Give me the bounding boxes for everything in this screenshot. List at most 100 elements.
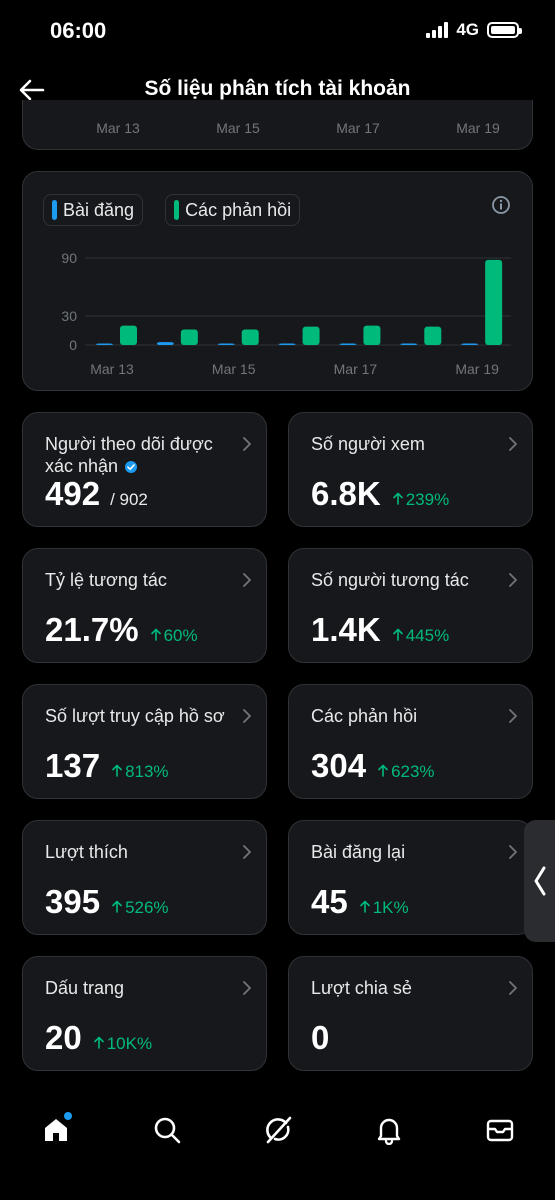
stat-value-row: 1.4K 445% (311, 611, 449, 649)
x-tick-label: Mar 17 (334, 361, 378, 377)
bar-posts[interactable] (217, 343, 235, 346)
stat-sub: / 902 (110, 490, 148, 509)
y-tick-label: 30 (61, 308, 77, 324)
stat-value: 304 (311, 747, 367, 784)
bar-replies[interactable] (363, 325, 381, 345)
chevron-right-icon (243, 573, 251, 587)
status-bar: 06:00 4G (0, 0, 555, 60)
legend-replies[interactable]: Các phản hồi (165, 194, 301, 226)
x-axis-label: Mar 19 (456, 120, 500, 136)
bar-replies[interactable] (241, 329, 259, 345)
stat-card[interactable]: Số lượt truy cập hồ sơ 137 813% (22, 684, 267, 799)
stat-value: 492 (45, 475, 101, 512)
nav-grok[interactable] (256, 1108, 300, 1152)
grok-icon (266, 1116, 292, 1144)
stat-value-row: 20 10K% (45, 1019, 152, 1057)
stat-value-row: 492 / 902 (45, 475, 148, 513)
stat-change-value: 60% (163, 626, 198, 645)
bar-replies[interactable] (424, 326, 442, 345)
bar-posts[interactable] (156, 342, 174, 345)
chevron-right-icon (509, 981, 517, 995)
side-panel-handle[interactable] (524, 820, 555, 942)
header: Số liệu phân tích tài khoản (0, 62, 555, 118)
chevron-right-icon (509, 573, 517, 587)
stat-card[interactable]: Các phản hồi 304 623% (288, 684, 533, 799)
stat-value: 6.8K (311, 475, 381, 512)
stat-label: Lượt thích (45, 841, 225, 863)
stat-label: Người theo dõi được xác nhận (45, 433, 225, 477)
stat-card[interactable]: Lượt thích 395 526% (22, 820, 267, 935)
bar-posts[interactable] (278, 343, 296, 346)
stat-change: 10K% (93, 1034, 153, 1054)
stat-change: 239% (392, 490, 450, 510)
stat-label-text: Số người xem (311, 434, 425, 454)
stat-change-value: 239% (405, 490, 450, 509)
stat-label: Số lượt truy cập hồ sơ (45, 705, 225, 727)
stat-card[interactable]: Tỷ lệ tương tác 21.7% 60% (22, 548, 267, 663)
stat-label-text: Người theo dõi được xác nhận (45, 434, 213, 476)
stat-card[interactable]: Lượt chia sẻ 0 (288, 956, 533, 1071)
nav-search[interactable] (145, 1108, 189, 1152)
stat-label-text: Các phản hồi (311, 706, 418, 726)
stat-value-row: 0 (311, 1019, 329, 1057)
x-tick-label: Mar 13 (90, 361, 134, 377)
x-axis-label: Mar 17 (336, 120, 380, 136)
battery-icon (487, 22, 522, 38)
bar-replies[interactable] (302, 326, 320, 345)
bar-replies[interactable] (485, 259, 503, 345)
stat-change: 445% (392, 626, 449, 646)
stat-label-text: Tỷ lệ tương tác (45, 570, 167, 590)
nav-home[interactable] (34, 1108, 78, 1152)
nav-notifications[interactable] (367, 1108, 411, 1152)
bar-posts[interactable] (339, 343, 357, 346)
bar-replies[interactable] (180, 329, 198, 345)
bar-chart-card: 0 30 90 Mar 13 Mar 15 Mar 17 Mar 19 Bài đăng C… (22, 171, 533, 391)
back-button[interactable] (14, 72, 50, 108)
stat-label: Lượt chia sẻ (311, 977, 491, 999)
stat-value: 21.7% (45, 611, 139, 648)
x-axis-label: Mar 15 (216, 120, 260, 136)
stat-value: 0 (311, 1019, 330, 1056)
stat-value: 1.4K (311, 611, 381, 648)
stat-change: 813% (112, 762, 169, 782)
chevron-right-icon (509, 709, 517, 723)
stat-value: 137 (45, 747, 101, 784)
stat-card[interactable]: Số người xem 6.8K 239% (288, 412, 533, 527)
stat-card[interactable]: Người theo dõi được xác nhận 492 / 902 (22, 412, 267, 527)
chevron-right-icon (509, 845, 517, 859)
top-chart-card: Mar 13 Mar 15 Mar 17 Mar 19 (22, 100, 533, 150)
bottom-nav (0, 1080, 555, 1200)
arrow-up-icon (378, 764, 388, 777)
bar-posts[interactable] (400, 343, 418, 346)
stat-label-text: Số người tương tác (311, 570, 469, 590)
bar-posts[interactable] (96, 343, 113, 346)
stat-label-text: Bài đăng lại (311, 842, 406, 862)
status-icons: 4G (426, 20, 522, 40)
network-label: 4G (456, 20, 479, 39)
y-tick-label: 90 (61, 250, 77, 266)
y-tick-label: 0 (69, 337, 77, 353)
stat-label: Tỷ lệ tương tác (45, 569, 225, 591)
bar-posts[interactable] (461, 343, 479, 346)
verified-badge-icon (125, 461, 138, 474)
stat-label: Các phản hồi (311, 705, 491, 727)
chevron-left-icon (534, 866, 545, 896)
x-axis-label: Mar 13 (96, 120, 140, 136)
arrow-up-icon (112, 764, 122, 777)
stat-card[interactable]: Bài đăng lại 45 1K% (288, 820, 533, 935)
chevron-right-icon (243, 437, 251, 451)
stat-label-text: Dấu trang (45, 978, 125, 998)
stat-value-row: 304 623% (311, 747, 435, 785)
legend-label-replies: Các phản hồi (185, 199, 292, 220)
info-icon[interactable] (490, 194, 512, 216)
bar-replies[interactable] (120, 325, 137, 345)
stat-value-row: 45 1K% (311, 883, 409, 921)
stat-change-value: 813% (125, 762, 169, 781)
legend-label-posts: Bài đăng (63, 199, 135, 220)
stat-change-value: 10K% (106, 1034, 153, 1053)
stat-card[interactable]: Số người tương tác 1.4K 445% (288, 548, 533, 663)
arrow-up-icon (392, 628, 403, 641)
legend-posts[interactable]: Bài đăng (43, 194, 144, 226)
stat-card[interactable]: Dấu trang 20 10K% (22, 956, 267, 1071)
nav-messages[interactable] (478, 1108, 522, 1152)
